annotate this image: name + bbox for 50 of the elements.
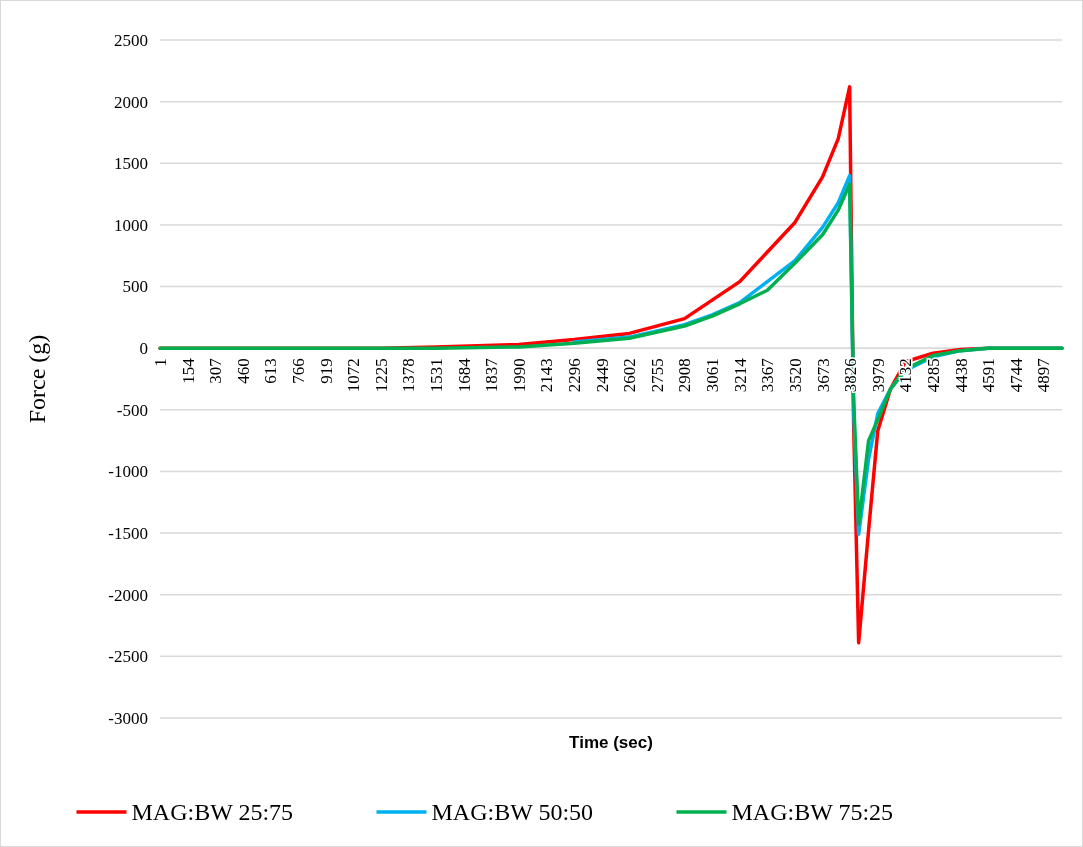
x-tick-label: 766 [288, 358, 308, 384]
legend-label: MAG:BW 75:25 [731, 799, 894, 826]
x-tick-label: 154 [178, 357, 198, 384]
x-tick-label: 460 [233, 358, 253, 384]
y-tick-label: 1000 [114, 215, 148, 235]
x-tick-label: 1684 [454, 357, 474, 393]
x-tick-label: 2755 [647, 358, 667, 393]
x-tick-label: 1837 [482, 357, 502, 393]
x-tick-label: 2143 [537, 358, 557, 393]
y-tick-label: 0 [139, 339, 148, 359]
x-tick-label: 1531 [427, 358, 447, 393]
x-tick-label: 3061 [703, 358, 723, 393]
x-tick-label: 1225 [371, 358, 391, 393]
x-tick-label: 2296 [565, 358, 585, 393]
x-tick-label: 3367 [758, 357, 778, 393]
x-tick-label: 4591 [979, 358, 999, 393]
y-tick-label: -1000 [108, 462, 148, 482]
y-tick-label: -2000 [108, 585, 148, 605]
x-tick-label: 4897 [1034, 357, 1054, 393]
x-tick-label: 1990 [509, 358, 529, 393]
y-tick-label: -3000 [108, 708, 148, 728]
x-tick-label: 3826 [841, 358, 861, 393]
y-tick-label: 2500 [114, 30, 148, 50]
y-tick-label: -1500 [108, 524, 148, 544]
x-tick-label: 3214 [730, 357, 750, 393]
x-tick-label: 2449 [592, 358, 612, 393]
x-tick-label: 3979 [868, 358, 888, 393]
x-tick-label: 4132 [896, 358, 916, 393]
y-axis-title: Force (g) [24, 334, 50, 424]
y-tick-label: 1500 [114, 154, 148, 174]
x-tick-label: 307 [206, 357, 226, 384]
x-tick-label: 2602 [620, 358, 640, 393]
x-tick-label: 3520 [785, 358, 805, 393]
x-axis-title: Time (sec) [569, 733, 653, 752]
x-tick-label: 2908 [675, 358, 695, 393]
x-tick-label: 613 [261, 358, 281, 384]
x-tick-label: 4438 [951, 358, 971, 393]
y-tick-label: -500 [116, 400, 148, 420]
x-tick-label: 1072 [344, 358, 364, 393]
legend-label: MAG:BW 25:75 [131, 799, 294, 826]
x-tick-label: 4744 [1006, 357, 1026, 393]
x-tick-label: 3673 [813, 358, 833, 393]
x-tick-label: 1 [150, 358, 170, 367]
y-tick-label: 2000 [114, 92, 148, 112]
x-tick-label: 4285 [923, 358, 943, 393]
x-tick-label: 919 [316, 358, 336, 384]
y-tick-label: 500 [122, 277, 148, 297]
y-tick-label: -2500 [108, 647, 148, 667]
x-tick-label: 1378 [399, 358, 419, 393]
legend-label: MAG:BW 50:50 [431, 799, 594, 826]
